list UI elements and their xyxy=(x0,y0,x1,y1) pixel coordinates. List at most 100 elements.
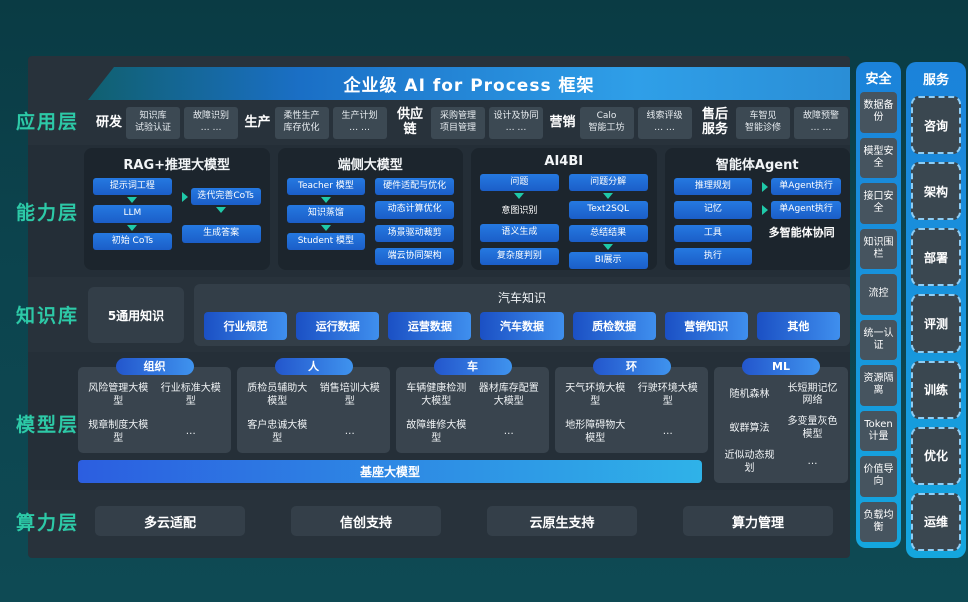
model-group-ml: ML 随机森林 长短期记忆网络 蚁群算法 多变量灰色模型 近似动态规划 … xyxy=(714,358,848,483)
service-item: 架构 xyxy=(911,162,961,221)
security-item: 接口安全 xyxy=(860,183,897,224)
app-box-line: … … xyxy=(505,123,527,133)
compute-box: 信创支持 xyxy=(291,506,441,536)
knowledge-pill: 汽车数据 xyxy=(480,312,564,340)
model-item: 蚁群算法 xyxy=(729,422,770,434)
arrow-down-icon xyxy=(514,193,525,200)
model-item: … xyxy=(503,426,514,438)
app-box-line: 采购管理 xyxy=(439,111,476,122)
app-box-line: 试验认证 xyxy=(135,123,172,133)
security-item: 流控 xyxy=(860,274,897,315)
service-item: 优化 xyxy=(911,426,961,485)
list-item: 记忆 xyxy=(673,201,753,219)
flow-step: 问题分解 xyxy=(568,174,648,192)
security-item: 知识围栏 xyxy=(860,228,897,269)
app-category-after-sales: 售后服务 车智见 智能诊修 故障预警 … … xyxy=(698,107,848,139)
security-item: 价值导向 xyxy=(860,456,897,497)
knowledge-pill: 运营数据 xyxy=(388,312,472,340)
model-group-pill: 组织 xyxy=(115,358,194,375)
capability-box-title: 端侧大模型 xyxy=(337,158,403,173)
flow-step: Teacher 模型 xyxy=(286,178,366,196)
auto-knowledge-title: 汽车知识 xyxy=(497,291,546,305)
flow-step: LLM xyxy=(93,205,172,223)
model-group-box: 车辆健康检测大模型 器材库存配置大模型 故障维修大模型 … xyxy=(396,367,549,453)
model-group-people: 人 质检员辅助大模型 销售培训大模型 客户忠诚大模型 … xyxy=(237,358,390,453)
model-item: 长短期记忆网络 xyxy=(787,382,838,407)
layer-label-capability: 能力层 xyxy=(16,202,80,224)
page-title: 企业级 AI for Process 框架 xyxy=(343,76,595,96)
model-group-pill: 环 xyxy=(592,358,671,375)
model-item: … xyxy=(807,456,818,468)
arrow-right-icon xyxy=(762,181,769,192)
app-box: Calo 智能工坊 xyxy=(579,107,634,139)
flow-step: 提示词工程 xyxy=(93,178,172,196)
model-item: 质检员辅助大模型 xyxy=(247,383,308,407)
model-item: … xyxy=(185,426,196,438)
list-item: 场景驱动裁剪 xyxy=(375,224,454,242)
ai4bi-right: 问题分解 Text2SQL 总结结果 BI展示 xyxy=(568,174,648,269)
app-box-line: 车智见 xyxy=(749,111,777,122)
app-box: 线索评级 … … xyxy=(637,107,692,139)
knowledge-pill: 其他 xyxy=(756,312,840,340)
flow-step: 迭代完善CoTs xyxy=(190,188,261,206)
model-item: 器材库存配置大模型 xyxy=(478,383,539,407)
arrow-down-icon xyxy=(127,224,138,231)
compute-box: 多云适配 xyxy=(95,506,245,536)
list-item: 执行 xyxy=(673,247,753,265)
rag-flow-right: 迭代完善CoTs 生成答案 xyxy=(181,178,261,250)
app-box: 生产计划 … … xyxy=(332,107,387,139)
model-item: 行业标准大模型 xyxy=(160,383,221,407)
app-category-marketing: 营销 Calo 智能工坊 线索评级 … … xyxy=(549,107,692,139)
model-group-pill: 人 xyxy=(274,358,353,375)
layer-label-compute: 算力层 xyxy=(16,512,80,534)
model-group-vehicle: 车 车辆健康检测大模型 器材库存配置大模型 故障维修大模型 … xyxy=(396,358,549,453)
model-group-environment: 环 天气环境大模型 行驶环境大模型 地形障碍物大模型 … xyxy=(555,358,708,453)
app-box-line: 知识库 xyxy=(139,111,167,122)
app-box: 设计及协同 … … xyxy=(489,107,543,139)
model-item: 故障维修大模型 xyxy=(406,420,467,444)
knowledge-pill-row: 行业规范 运行数据 运营数据 汽车数据 质检数据 营销知识 其他 xyxy=(204,312,840,340)
model-item: … xyxy=(662,426,673,438)
capability-box-rag: RAG+推理大模型 提示词工程 LLM 初始 CoTs 迭代完善CoTs xyxy=(84,148,270,270)
app-box: 车智见 智能诊修 xyxy=(735,107,790,139)
rag-flow-left: 提示词工程 LLM 初始 CoTs xyxy=(93,178,172,250)
app-category-label: 研发 xyxy=(96,114,123,130)
agent-executors: 单Agent执行 单Agent执行 多智能体协同 xyxy=(762,178,841,265)
model-group-pill: 车 xyxy=(433,358,512,375)
capability-box-agent: 智能体Agent 推理规划 记忆 工具 执行 单Agent执行 xyxy=(664,148,850,270)
service-column-title: 服务 xyxy=(922,73,949,88)
arrow-right-icon xyxy=(762,204,769,215)
app-box-line: 智能诊修 xyxy=(744,123,781,133)
app-box-line: 设计及协同 xyxy=(493,111,539,122)
model-item: 车辆健康检测大模型 xyxy=(406,383,467,407)
application-layer-row: 研发 知识库 试验认证 故障识别 … … 生产 柔性生产 库存优化 生产计划 …… xyxy=(96,101,848,145)
model-group-organization: 组织 风险管理大模型 行业标准大模型 规章制度大模型 … xyxy=(78,358,231,453)
arrow-down-icon xyxy=(320,197,331,204)
multi-agent-note: 多智能体协同 xyxy=(768,225,835,239)
flow-step: 初始 CoTs xyxy=(93,232,172,250)
model-item: 地形障碍物大模型 xyxy=(565,420,626,444)
agent-exec-box: 单Agent执行 xyxy=(771,178,841,196)
model-item: … xyxy=(344,426,355,438)
service-item: 咨询 xyxy=(911,96,961,155)
arrow-down-icon xyxy=(320,224,331,231)
service-item: 运维 xyxy=(911,492,961,551)
capability-box-title: RAG+推理大模型 xyxy=(123,158,231,173)
security-item: 统一认证 xyxy=(860,319,897,360)
app-box-line: 库存优化 xyxy=(283,123,320,133)
auto-knowledge-box: 汽车知识 行业规范 运行数据 运营数据 汽车数据 质检数据 营销知识 其他 xyxy=(194,284,850,346)
flow-step: Text2SQL xyxy=(568,201,648,219)
arrow-down-icon xyxy=(216,207,227,214)
knowledge-pill: 行业规范 xyxy=(204,312,288,340)
app-box-line: … … xyxy=(200,123,222,133)
layer-label-model: 模型层 xyxy=(16,414,80,436)
security-item: 模型安全 xyxy=(860,137,897,178)
model-item: 近似动态规划 xyxy=(724,450,775,474)
model-group-pill: ML xyxy=(742,358,820,375)
model-group-box: 质检员辅助大模型 销售培训大模型 客户忠诚大模型 … xyxy=(237,367,390,453)
app-box-line: … … xyxy=(349,123,370,133)
app-box: 故障识别 … … xyxy=(184,107,239,139)
app-box: 柔性生产 库存优化 xyxy=(274,107,329,139)
app-box-line: 故障预警 xyxy=(802,111,839,122)
app-box-line: 生产计划 xyxy=(341,111,378,122)
